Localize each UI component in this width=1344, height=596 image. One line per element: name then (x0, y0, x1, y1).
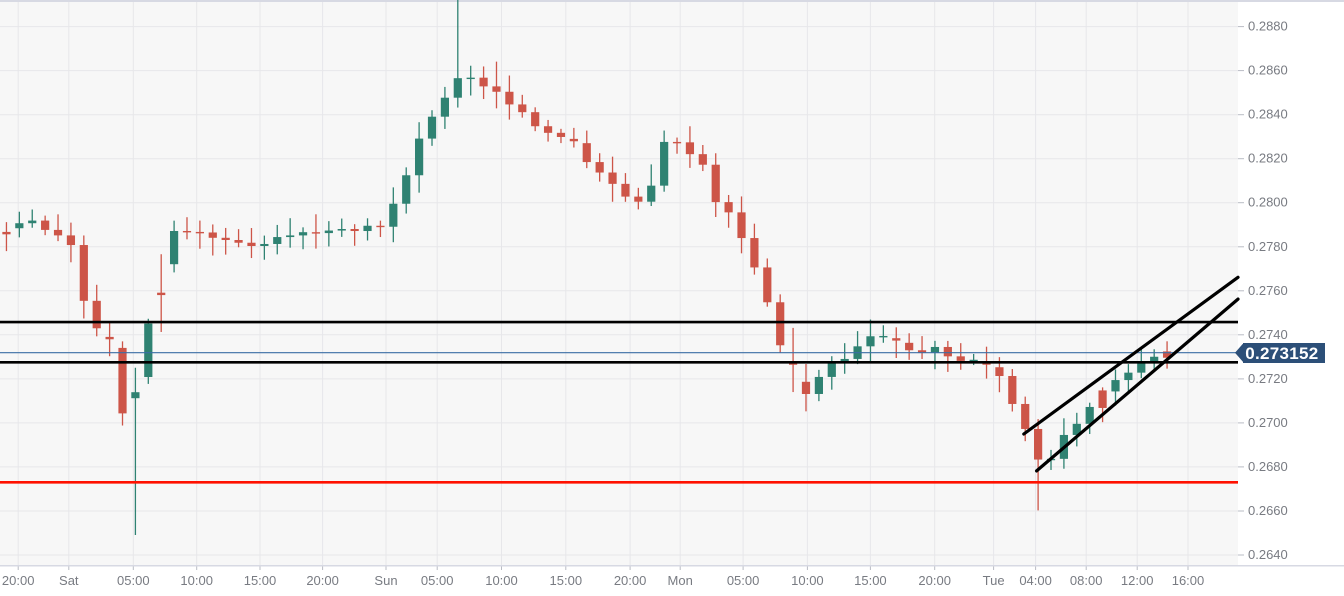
svg-text:0.2880: 0.2880 (1248, 19, 1288, 34)
svg-text:0.2820: 0.2820 (1248, 151, 1288, 166)
svg-text:04:00: 04:00 (1019, 573, 1052, 588)
svg-text:0.2740: 0.2740 (1248, 327, 1288, 342)
svg-text:10:00: 10:00 (485, 573, 518, 588)
svg-text:20:00: 20:00 (306, 573, 339, 588)
svg-text:0.2860: 0.2860 (1248, 63, 1288, 78)
svg-text:Sun: Sun (374, 573, 397, 588)
svg-text:0.2680: 0.2680 (1248, 459, 1288, 474)
svg-text:16:00: 16:00 (1172, 573, 1205, 588)
svg-text:Sat: Sat (59, 573, 79, 588)
svg-text:05:00: 05:00 (421, 573, 454, 588)
svg-text:0.2800: 0.2800 (1248, 195, 1288, 210)
svg-text:10:00: 10:00 (791, 573, 824, 588)
svg-text:08:00: 08:00 (1070, 573, 1103, 588)
svg-text:05:00: 05:00 (117, 573, 150, 588)
svg-text:20:00: 20:00 (614, 573, 647, 588)
svg-text:05:00: 05:00 (727, 573, 760, 588)
svg-text:0.2640: 0.2640 (1248, 547, 1288, 562)
svg-text:Tue: Tue (983, 573, 1005, 588)
svg-text:0.2780: 0.2780 (1248, 239, 1288, 254)
svg-text:15:00: 15:00 (854, 573, 887, 588)
svg-text:15:00: 15:00 (550, 573, 583, 588)
svg-text:0.2840: 0.2840 (1248, 107, 1288, 122)
svg-text:20:00: 20:00 (918, 573, 951, 588)
svg-text:0.2760: 0.2760 (1248, 283, 1288, 298)
svg-text:0.2700: 0.2700 (1248, 415, 1288, 430)
svg-text:10:00: 10:00 (180, 573, 213, 588)
svg-text:0.2660: 0.2660 (1248, 503, 1288, 518)
svg-text:20:00: 20:00 (2, 573, 35, 588)
svg-text:15:00: 15:00 (244, 573, 277, 588)
svg-text:0.2720: 0.2720 (1248, 371, 1288, 386)
svg-text:12:00: 12:00 (1121, 573, 1154, 588)
svg-text:Mon: Mon (668, 573, 693, 588)
